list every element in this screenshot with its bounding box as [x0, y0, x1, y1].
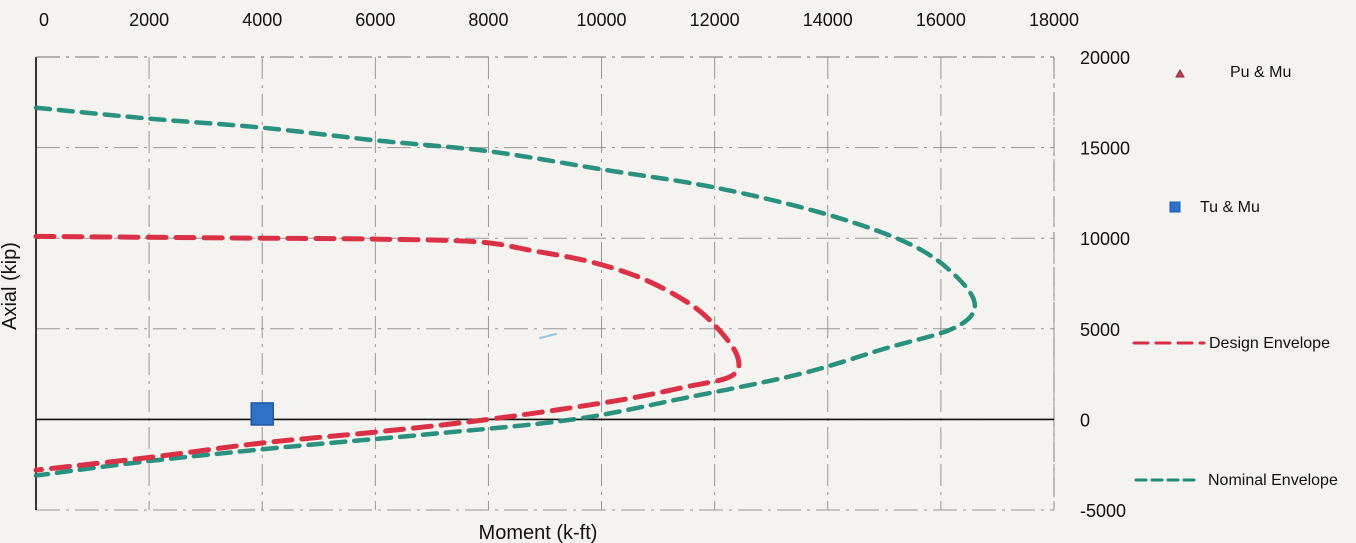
x-tick-label-2: 4000 — [242, 10, 282, 30]
x-tick-label-5: 10000 — [577, 10, 627, 30]
axes — [35, 56, 1055, 510]
nominal-envelope-line — [33, 105, 978, 478]
x-tick-label-7: 14000 — [803, 10, 853, 30]
x-tick-label-9: 18000 — [1029, 10, 1079, 30]
y-tick-label-1: 15000 — [1080, 139, 1130, 159]
series-layer — [33, 105, 978, 478]
y-tick-label-4: 0 — [1080, 410, 1090, 430]
legend: Pu & Mu Tu & Mu Design Envelope Nominal … — [1132, 64, 1338, 489]
x-tick-label-3: 6000 — [355, 10, 395, 30]
legend-label-design-envelope: Design Envelope — [1209, 335, 1330, 352]
legend-triangle-marker — [1175, 68, 1185, 78]
legend-item-pu-mu: Pu & Mu — [1175, 64, 1291, 81]
legend-item-nominal-envelope: Nominal Envelope — [1134, 472, 1338, 489]
legend-label-nominal-envelope: Nominal Envelope — [1208, 472, 1338, 489]
x-tick-label-0: 0 — [39, 10, 49, 30]
x-tick-label-4: 8000 — [468, 10, 508, 30]
design-envelope-line — [33, 233, 742, 473]
x-tick-label-6: 12000 — [690, 10, 740, 30]
x-axis-title: Moment (k-ft) — [479, 522, 598, 543]
y-tick-label-2: 10000 — [1080, 229, 1130, 249]
x-tick-label-8: 16000 — [916, 10, 966, 30]
legend-square-marker — [1169, 201, 1181, 213]
scan-smudge-blue — [539, 333, 557, 339]
legend-label-pu-mu: Pu & Mu — [1230, 64, 1291, 81]
y-axis-title: Axial (kip) — [0, 242, 21, 330]
tu-mu-marker-0 — [250, 402, 274, 426]
legend-item-design-envelope: Design Envelope — [1132, 335, 1330, 352]
legend-label-tu-mu: Tu & Mu — [1200, 199, 1260, 216]
legend-item-tu-mu: Tu & Mu — [1169, 199, 1260, 216]
y-tick-label-3: 5000 — [1080, 320, 1120, 340]
y-tick-label-0: 20000 — [1080, 48, 1130, 68]
x-tick-label-1: 2000 — [129, 10, 169, 30]
y-tick-label-5: -5000 — [1080, 501, 1126, 521]
tick-layer: 0 2000 4000 6000 8000 10000 12000 14000 16000 180… — [39, 10, 1130, 521]
